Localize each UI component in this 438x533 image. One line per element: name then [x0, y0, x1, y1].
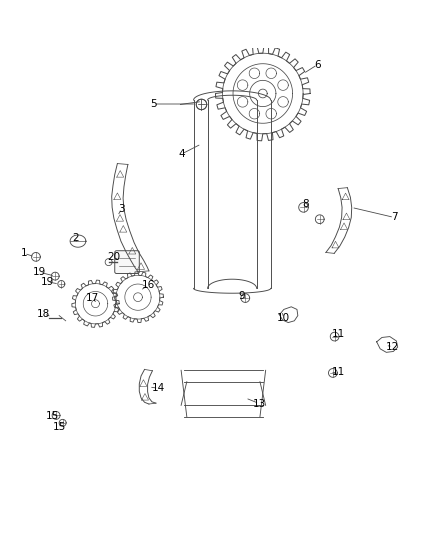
- Text: 17: 17: [85, 294, 99, 303]
- Text: 11: 11: [332, 367, 345, 377]
- Text: 11: 11: [332, 328, 345, 338]
- Text: 15: 15: [46, 411, 59, 421]
- Text: 19: 19: [33, 267, 46, 277]
- Text: 9: 9: [238, 291, 245, 301]
- Text: 12: 12: [386, 342, 399, 352]
- Text: 2: 2: [72, 233, 79, 243]
- Text: 14: 14: [152, 383, 165, 393]
- Text: 6: 6: [314, 60, 321, 70]
- Text: 20: 20: [107, 252, 120, 262]
- Text: 5: 5: [150, 99, 157, 109]
- Text: 15: 15: [53, 422, 66, 432]
- Text: 1: 1: [21, 248, 28, 259]
- Text: 18: 18: [37, 309, 50, 319]
- Text: 4: 4: [178, 149, 185, 159]
- Text: 8: 8: [302, 199, 309, 209]
- Text: 7: 7: [391, 213, 398, 222]
- FancyBboxPatch shape: [115, 251, 139, 273]
- Text: 13: 13: [253, 399, 266, 409]
- Text: 19: 19: [41, 277, 54, 287]
- Text: 16: 16: [141, 280, 155, 290]
- Text: 10: 10: [277, 313, 290, 323]
- Text: 3: 3: [118, 204, 125, 214]
